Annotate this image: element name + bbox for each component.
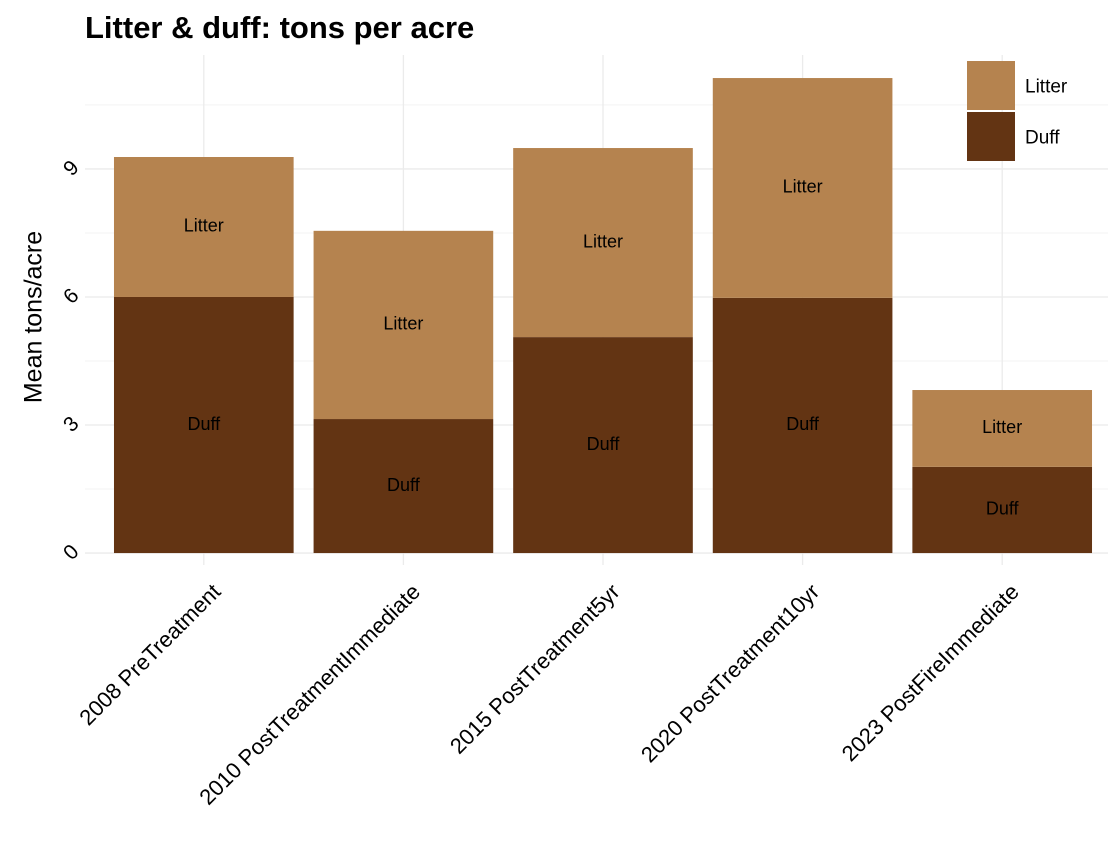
bar-segment [313, 230, 494, 420]
segment-label: Litter [383, 314, 423, 334]
bar-segment [513, 337, 693, 554]
x-tick-label: 2023 PostFireImmediate [837, 579, 1024, 766]
y-axis-label: Mean tons/acre [20, 231, 48, 403]
segment-label: Duff [786, 414, 820, 434]
bar-segment [912, 390, 1093, 467]
bar-segment [113, 157, 294, 297]
x-tick-label: 2015 PostTreatment5yr [445, 579, 625, 759]
y-tick-label: 9 [59, 156, 84, 181]
bar-segment [113, 296, 294, 554]
y-tick-label: 6 [59, 284, 84, 309]
bar-segment [912, 466, 1093, 554]
y-tick-label: 0 [59, 540, 84, 565]
legend-label: Duff [1025, 128, 1060, 149]
segment-label: Litter [583, 231, 623, 251]
bar-segment [712, 78, 893, 298]
segment-label: Duff [986, 499, 1020, 519]
legend-key [967, 112, 1015, 161]
x-tick-label: 2008 PreTreatment [74, 579, 225, 730]
x-tick-label: 2010 PostTreatmentImmediate [194, 579, 425, 810]
segment-label: Litter [184, 216, 224, 236]
chart-title: Litter & duff: tons per acre [85, 10, 474, 45]
segment-label: Duff [587, 434, 621, 454]
y-tick-label: 3 [59, 412, 84, 437]
bar-segment [712, 297, 893, 554]
segment-label: Duff [387, 475, 421, 495]
x-tick-label: 2020 PostTreatment10yr [636, 579, 824, 767]
bar-segment [313, 419, 494, 554]
segment-label: Duff [187, 414, 221, 434]
legend-label: Litter [1025, 77, 1068, 98]
legend-key [967, 61, 1015, 110]
segment-label: Litter [982, 417, 1022, 437]
segment-label: Litter [783, 177, 823, 197]
bar-segment [513, 148, 693, 338]
